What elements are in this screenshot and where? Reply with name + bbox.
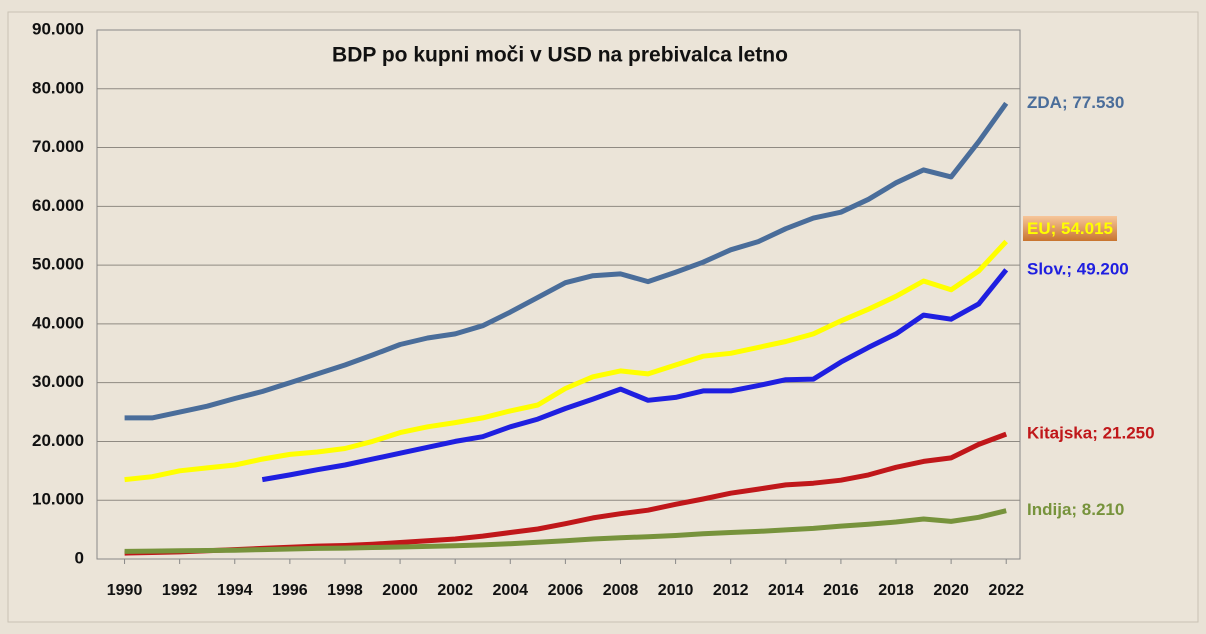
x-tick-label: 2006 <box>548 582 584 599</box>
end-label: ZDA; 77.530 <box>1027 93 1124 112</box>
x-tick-label: 2012 <box>713 582 749 599</box>
end-label: Slov.; 49.200 <box>1027 259 1129 278</box>
x-tick-label: 1992 <box>162 582 198 599</box>
series-line <box>124 239 1009 483</box>
x-tick-label: 2002 <box>437 582 473 599</box>
x-tick-label: 1998 <box>327 582 363 599</box>
y-tick-label: 0 <box>75 548 84 567</box>
y-tick-label: 20.000 <box>32 431 84 450</box>
y-tick-label: 40.000 <box>32 313 84 332</box>
series-line <box>124 508 1007 554</box>
x-tick-label: 2000 <box>382 582 418 599</box>
y-tick-label: 90.000 <box>32 19 84 38</box>
x-tick-label: 2004 <box>492 582 528 599</box>
x-tick-label: 2008 <box>603 582 639 599</box>
y-tick-label: 30.000 <box>32 372 84 391</box>
series-line <box>124 101 1009 421</box>
x-tick-label: 1996 <box>272 582 308 599</box>
x-tick-label: 2016 <box>823 582 859 599</box>
y-tick-label: 10.000 <box>32 490 84 509</box>
y-tick-label: 60.000 <box>32 196 84 215</box>
x-tick-label: 1990 <box>107 582 143 599</box>
x-tick-label: 2020 <box>933 582 969 599</box>
x-tick-label: 2018 <box>878 582 914 599</box>
y-tick-label: 70.000 <box>32 137 84 156</box>
x-tick-label: 2010 <box>658 582 694 599</box>
x-tick-label: 2014 <box>768 582 804 599</box>
end-label: EU; 54.015 <box>1027 219 1113 238</box>
end-label-box <box>1023 215 1117 241</box>
end-label: Indija; 8.210 <box>1027 500 1124 519</box>
series-line <box>261 268 1009 483</box>
y-tick-label: 80.000 <box>32 78 84 97</box>
x-tick-label: 1994 <box>217 582 253 599</box>
x-tick-label: 2022 <box>988 582 1024 599</box>
end-label: Kitajska; 21.250 <box>1027 424 1155 443</box>
y-tick-label: 50.000 <box>32 255 84 274</box>
chart-title: BDP po kupni moči v USD na prebivalca le… <box>332 44 788 67</box>
plot-area <box>96 29 1021 560</box>
